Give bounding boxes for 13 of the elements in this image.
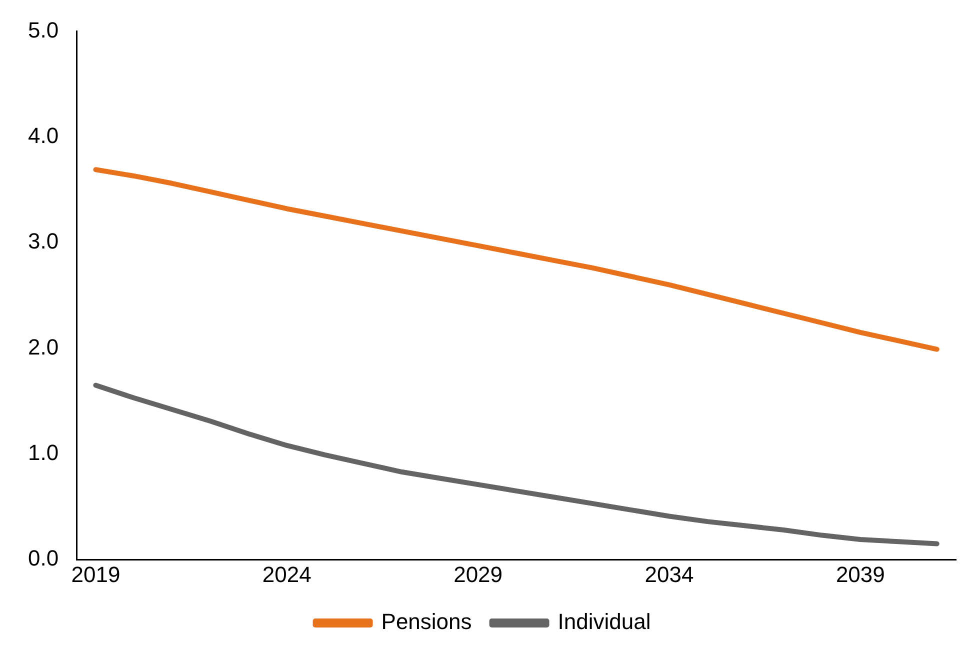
y-tick-label: 1.0 xyxy=(28,440,59,465)
x-tick-label: 2029 xyxy=(454,562,503,587)
y-tick-label: 4.0 xyxy=(28,122,59,148)
x-tick-label: 2019 xyxy=(71,562,120,587)
legend-label: Individual xyxy=(558,609,651,634)
y-tick-label: 3.0 xyxy=(28,228,59,254)
y-tick-label: 0.0 xyxy=(28,546,59,571)
y-tick-label: 2.0 xyxy=(28,334,59,360)
x-tick-label: 2024 xyxy=(262,562,312,587)
legend-label: Pensions xyxy=(381,609,472,634)
x-tick-label: 2034 xyxy=(644,562,694,587)
x-tick-label: 2039 xyxy=(836,562,885,587)
y-tick-label: 5.0 xyxy=(28,17,59,42)
